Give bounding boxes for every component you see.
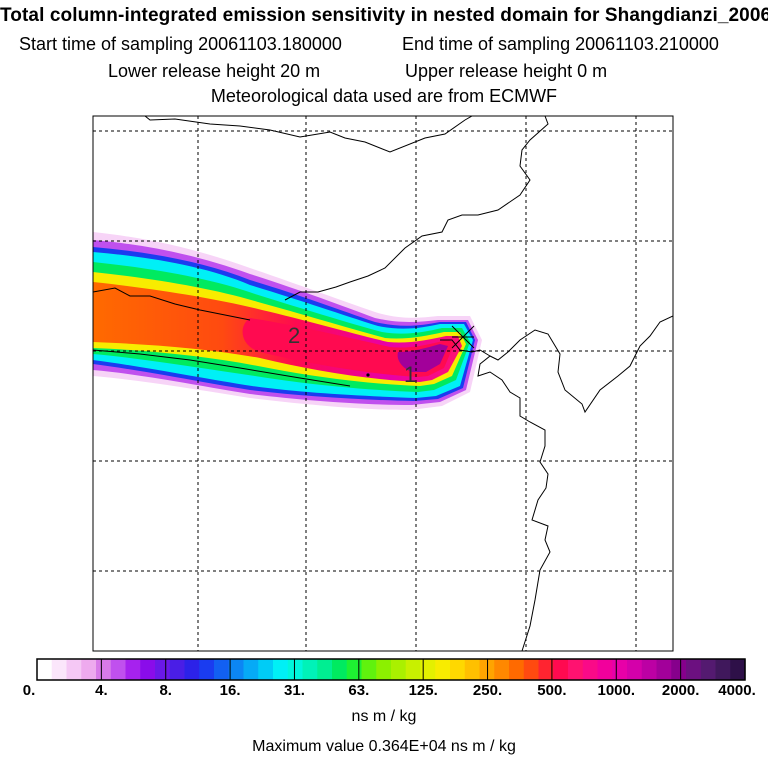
- figure-title: Total column-integrated emission sensiti…: [0, 5, 768, 26]
- colorbar-segment: [700, 659, 717, 680]
- end-time-label: End time of sampling 20061103.210000: [402, 34, 719, 54]
- colorbar-segment: [214, 659, 230, 680]
- colorbar-segment: [391, 659, 407, 680]
- colorbar-segment: [715, 659, 731, 680]
- grid-lines: [93, 116, 673, 651]
- marker-label-2: 2: [288, 323, 300, 348]
- colorbar-tick-label: 8.: [159, 682, 172, 699]
- colorbar-segment: [568, 659, 584, 680]
- colorbar-tick-label: 125.: [408, 682, 438, 699]
- colorbar-tick-label: 1000.: [597, 682, 636, 699]
- colorbar-segment: [450, 659, 466, 680]
- colorbar-segment: [435, 659, 451, 680]
- colorbar-segment: [376, 659, 392, 680]
- border-line-east: [284, 116, 549, 301]
- colorbar-segment: [464, 659, 481, 680]
- colorbar-segment: [494, 659, 510, 680]
- coast-bohai: [440, 339, 551, 651]
- colorbar-segment: [96, 659, 112, 680]
- maximum-value-label: Maximum value 0.364E+04 ns m / kg: [252, 738, 516, 755]
- colorbar-segment: [81, 659, 97, 680]
- colorbar-segment: [302, 659, 318, 680]
- colorbar-segment: [582, 659, 599, 680]
- colorbar-segment: [656, 659, 672, 680]
- colorbar-segment: [243, 659, 259, 680]
- colorbar-segment: [273, 659, 289, 680]
- colorbar-tick-label: 31.: [284, 682, 305, 699]
- receptor-markers: 1 2: [288, 323, 475, 387]
- colorbar-segment: [641, 659, 658, 680]
- colorbar-segment: [686, 659, 702, 680]
- colorbar-segment: [287, 659, 304, 680]
- colorbar-segment: [671, 659, 687, 680]
- colorbar: [36, 658, 746, 681]
- colorbar-tick-label: 4.: [95, 682, 108, 699]
- colorbar-tick-label: 500.: [537, 682, 567, 699]
- colorbar-segment: [199, 659, 215, 680]
- site-dot-icon: [366, 373, 370, 377]
- map-frame: [92, 115, 674, 652]
- colorbar-segment: [730, 659, 746, 680]
- colorbar-segment: [332, 659, 348, 680]
- border-line-west: [93, 287, 251, 321]
- border-line-south: [93, 349, 351, 387]
- colorbar-tick-label: 16.: [219, 682, 241, 699]
- lower-release-height-label: Lower release height 20 m: [108, 61, 321, 81]
- colorbar-outline: [36, 658, 746, 681]
- colorbar-segment: [155, 659, 171, 680]
- colorbar-segment: [228, 659, 245, 680]
- colorbar-tick-label: 250.: [472, 682, 503, 699]
- colorbar-segment: [184, 659, 200, 680]
- colorbar-segment: [538, 659, 554, 680]
- colorbar-segment: [361, 659, 377, 680]
- colorbar-segment: [37, 659, 53, 680]
- colorbar-tick-label: 0.: [22, 682, 36, 699]
- emission-plume: [93, 232, 482, 410]
- colorbar-segment: [553, 659, 569, 680]
- colorbar-segment: [523, 659, 540, 680]
- colorbar-segment: [597, 659, 613, 680]
- colorbar-tick-label: 2000.: [661, 682, 700, 699]
- colorbar-segment: [405, 659, 422, 680]
- colorbar-segment: [169, 659, 186, 680]
- colorbar-tick-label: 63.: [348, 682, 370, 699]
- marker-label-1: 1: [404, 362, 416, 387]
- upper-release-height-label: Upper release height 0 m: [405, 61, 608, 81]
- coastline: [93, 116, 673, 651]
- colorbar-unit-label: ns m / kg: [351, 708, 417, 725]
- colorbar-segment: [51, 659, 68, 680]
- colorbar-segment: [66, 659, 82, 680]
- colorbar-segment: [125, 659, 141, 680]
- colorbar-segment: [509, 659, 525, 680]
- colorbar-segment: [258, 659, 274, 680]
- colorbar-tick-label: 4000.: [718, 682, 756, 699]
- colorbar-segment: [346, 659, 363, 680]
- colorbar-segment: [140, 659, 156, 680]
- coast-liaodong: [489, 315, 673, 414]
- colorbar-segment: [627, 659, 643, 680]
- start-time-label: Start time of sampling 20061103.180000: [19, 34, 342, 54]
- colorbar-segment: [317, 659, 333, 680]
- colorbar-segment: [420, 659, 436, 680]
- colorbar-segment: [110, 659, 127, 680]
- northern-border-line: [144, 116, 473, 153]
- colorbar-segment: [612, 659, 628, 680]
- meteorological-data-label: Meteorological data used are from ECMWF: [210, 86, 558, 106]
